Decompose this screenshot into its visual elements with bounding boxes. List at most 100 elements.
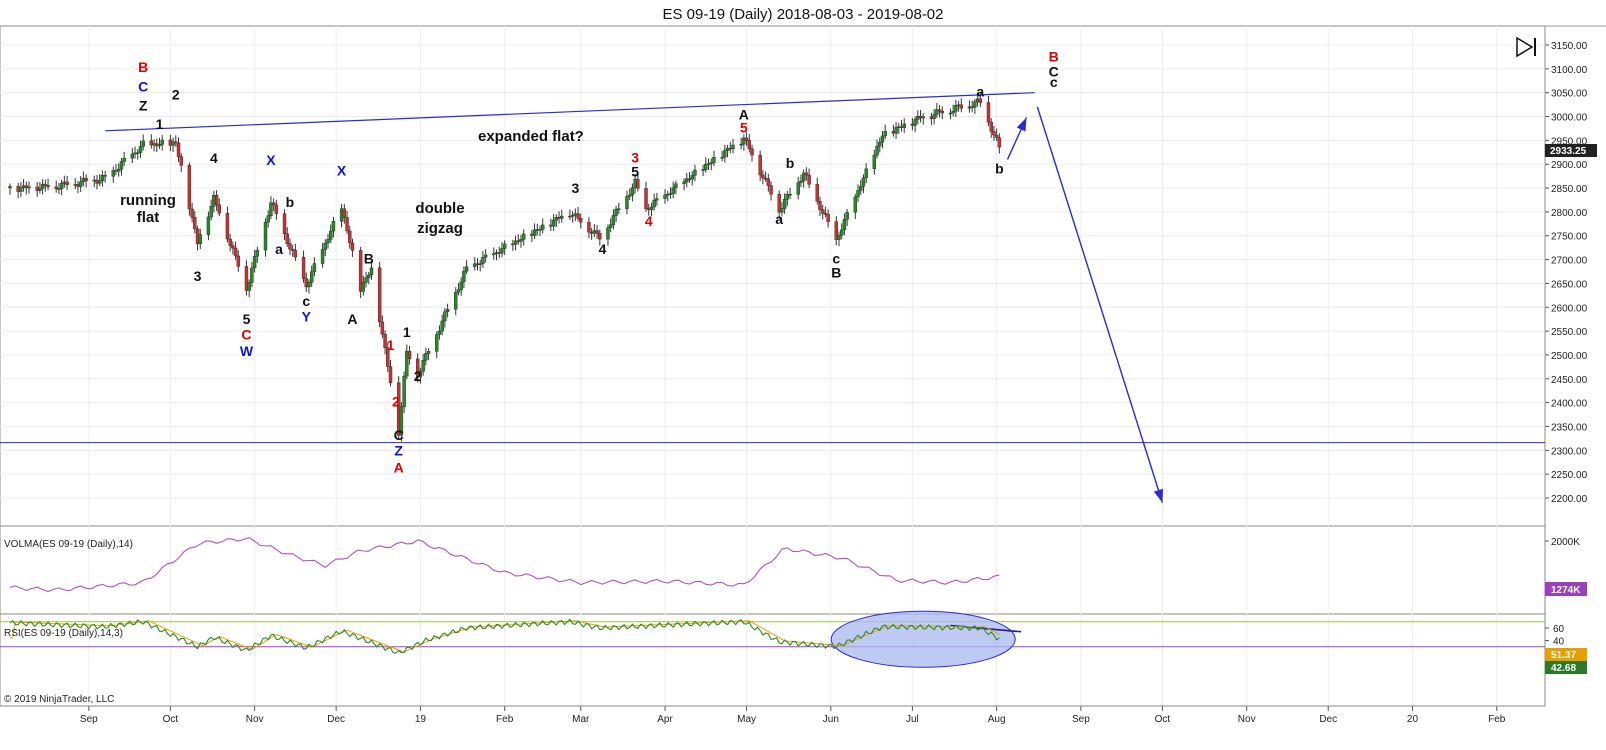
candle-body bbox=[386, 347, 390, 367]
candle-body bbox=[500, 248, 504, 254]
candle-body bbox=[331, 221, 336, 232]
last-price-badge bbox=[1545, 144, 1597, 157]
candle-body bbox=[187, 165, 192, 210]
candle-body bbox=[250, 267, 254, 283]
candle-body bbox=[100, 175, 105, 181]
rsi-highlight-ellipse bbox=[830, 610, 1016, 668]
axes: 3150.00 3100.00 3050.00 3000.00 2950.00 2900.… bbox=[0, 41, 1588, 725]
candle-body bbox=[608, 224, 613, 228]
wave-label: c bbox=[302, 293, 310, 309]
candle-body bbox=[418, 371, 423, 378]
candle-body bbox=[342, 208, 347, 218]
candle-body bbox=[598, 233, 602, 240]
candle-body bbox=[456, 289, 461, 293]
price-tick-label: 2850.00 bbox=[1551, 184, 1588, 195]
candle-body bbox=[804, 172, 809, 176]
wave-label: 4 bbox=[210, 150, 218, 166]
month-tick-label: Oct bbox=[163, 714, 179, 725]
candle-body bbox=[478, 263, 482, 266]
candle-body bbox=[725, 147, 730, 151]
candle-body bbox=[875, 145, 879, 156]
resistance-trendline bbox=[105, 92, 1035, 132]
candle-body bbox=[269, 202, 273, 216]
candle-body bbox=[989, 121, 993, 132]
wave-label: 2 bbox=[172, 86, 180, 102]
candle-body bbox=[271, 202, 276, 206]
candle-body bbox=[437, 330, 442, 335]
candle-body bbox=[644, 188, 648, 210]
candle-body bbox=[179, 156, 183, 166]
price-tick-label: 2500.00 bbox=[1551, 351, 1588, 362]
candle-body bbox=[217, 204, 221, 214]
price-tick-label: 2950.00 bbox=[1551, 136, 1588, 147]
price-tick-label: 2200.00 bbox=[1551, 494, 1588, 505]
candle-body bbox=[492, 253, 496, 256]
candle-body bbox=[290, 248, 295, 251]
candle-body bbox=[842, 219, 847, 231]
month-tick-label: Nov bbox=[1238, 714, 1256, 725]
month-tick-label: Oct bbox=[1155, 714, 1171, 725]
candle-body bbox=[309, 271, 314, 283]
candle-body bbox=[117, 168, 121, 172]
candle-body bbox=[416, 358, 420, 378]
comment-running-line2: flat bbox=[137, 209, 160, 226]
rsi-tick-label: 60 bbox=[1553, 624, 1565, 635]
candle-body bbox=[758, 154, 762, 176]
month-tick-label: Feb bbox=[496, 714, 514, 725]
candle-body bbox=[225, 213, 230, 240]
candle-body bbox=[785, 193, 790, 200]
candle-body bbox=[399, 406, 404, 436]
wave-label: a bbox=[775, 211, 783, 227]
candle-body bbox=[532, 229, 537, 236]
candle-body bbox=[777, 194, 781, 213]
candle-body bbox=[807, 174, 811, 185]
wave-label: 3 bbox=[194, 268, 202, 284]
month-tick-label: 19 bbox=[415, 714, 427, 725]
candle-body bbox=[682, 181, 686, 184]
candle-body bbox=[663, 194, 667, 199]
candle-body bbox=[388, 366, 393, 383]
candle-body bbox=[244, 266, 249, 291]
indicator-levels bbox=[0, 442, 1545, 648]
candle-body bbox=[853, 196, 857, 213]
rsi-line bbox=[9, 618, 1000, 654]
skip-to-end-icon[interactable] bbox=[1516, 36, 1536, 58]
candle-body bbox=[383, 333, 387, 349]
chart-title: ES 09-19 (Daily) 2018-08-03 - 2019-08-02 bbox=[663, 6, 944, 23]
candle-body bbox=[358, 250, 363, 292]
wave-label: C bbox=[241, 327, 251, 343]
candle-body bbox=[541, 224, 545, 230]
candle-body bbox=[320, 249, 325, 264]
candle-body bbox=[440, 320, 444, 332]
wave-label: X bbox=[337, 163, 347, 179]
month-tick-label: Jul bbox=[906, 714, 919, 725]
candle-body bbox=[709, 162, 713, 164]
candle-body bbox=[595, 230, 599, 234]
candle-body bbox=[861, 177, 866, 187]
candle-body bbox=[27, 186, 31, 189]
wave-label: c bbox=[1050, 74, 1058, 90]
candle-body bbox=[628, 194, 632, 197]
candle-body bbox=[818, 201, 822, 210]
wave-label: X bbox=[266, 152, 276, 168]
candle-body bbox=[312, 263, 317, 272]
candle-body bbox=[940, 111, 944, 114]
candle-body bbox=[206, 216, 211, 235]
wave-label: 1 bbox=[387, 337, 395, 353]
candle-body bbox=[443, 311, 447, 322]
candle-body bbox=[796, 182, 800, 195]
forecast-arrow-head bbox=[1016, 117, 1027, 132]
candle-body bbox=[198, 234, 202, 245]
candle-body bbox=[8, 186, 12, 189]
candle-body bbox=[701, 169, 705, 171]
price-tick-label: 2550.00 bbox=[1551, 327, 1588, 338]
wave-label: A bbox=[347, 311, 357, 327]
candle-body bbox=[625, 196, 629, 209]
candle-body bbox=[788, 193, 792, 196]
candle-body bbox=[323, 242, 327, 250]
candle-body bbox=[649, 206, 654, 210]
wave-label: W bbox=[240, 343, 254, 359]
candle-body bbox=[614, 208, 618, 216]
indicator-series bbox=[9, 92, 1164, 668]
